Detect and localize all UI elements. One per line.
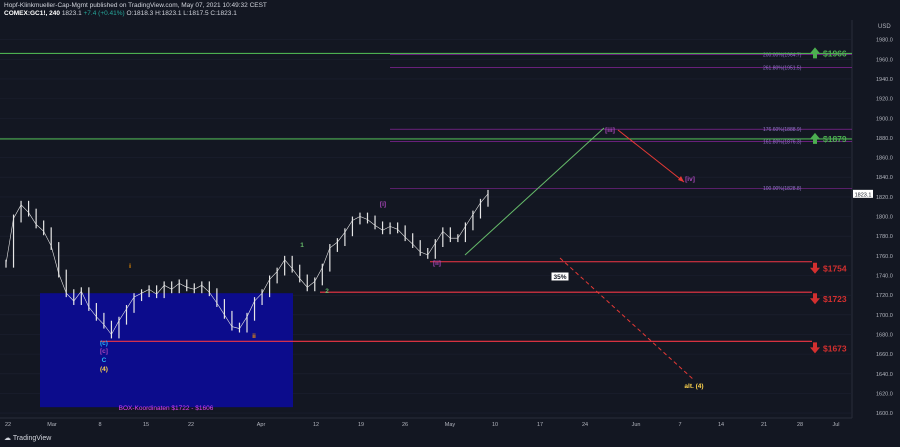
last-price: 1823.1 bbox=[61, 10, 82, 17]
logo-text: TradingView bbox=[12, 435, 52, 442]
y-tick-label: 1820.0 bbox=[876, 195, 893, 201]
projection-up-line bbox=[464, 127, 605, 256]
wave-label: 2 bbox=[325, 288, 329, 295]
y-tick-label: 1900.0 bbox=[876, 116, 893, 122]
x-tick-label: May bbox=[445, 422, 456, 428]
y-axis-unit: USD bbox=[878, 24, 891, 30]
wave-label: [i] bbox=[380, 201, 386, 208]
x-tick-label: Apr bbox=[257, 422, 266, 428]
x-tick-label: 17 bbox=[537, 422, 543, 428]
logo-icon: ☁ bbox=[4, 435, 11, 442]
y-tick-label: 1960.0 bbox=[876, 57, 893, 63]
level-price-label: $1879 bbox=[823, 134, 847, 144]
symbol[interactable]: COMEX:GC1!, 240 bbox=[4, 10, 60, 17]
x-tick-label: 22 bbox=[5, 422, 11, 428]
y-tick-label: 1800.0 bbox=[876, 215, 893, 221]
y-tick-label: 1760.0 bbox=[876, 254, 893, 260]
wave-label: [iv] bbox=[685, 176, 695, 183]
level-price-label: $1966 bbox=[823, 48, 847, 58]
box-label: BOX-Koordinaten $1722 - $1606 bbox=[119, 405, 214, 412]
annotation-box bbox=[550, 271, 570, 282]
ohlc-close: C:1823.1 bbox=[210, 10, 237, 17]
annotation-label: 35% bbox=[553, 274, 566, 281]
y-tick-label: 1640.0 bbox=[876, 372, 893, 378]
x-tick-label: 19 bbox=[358, 422, 364, 428]
y-tick-label: 1780.0 bbox=[876, 234, 893, 240]
x-tick-label: Jul bbox=[832, 422, 839, 428]
last-price-tag-label: 1823.1 bbox=[855, 192, 872, 198]
wave-label: C bbox=[102, 357, 107, 364]
wave-label: [ii] bbox=[433, 260, 441, 267]
fib-level-label: 200.00%(1964.7) bbox=[763, 53, 802, 59]
y-tick-label: 1660.0 bbox=[876, 352, 893, 358]
y-tick-label: 1720.0 bbox=[876, 293, 893, 299]
y-tick-label: 1740.0 bbox=[876, 274, 893, 280]
arrow-down-icon bbox=[810, 293, 820, 305]
arrow-down-icon bbox=[810, 342, 820, 354]
y-tick-label: 1680.0 bbox=[876, 332, 893, 338]
projection-down-line bbox=[617, 129, 685, 183]
x-tick-label: 8 bbox=[98, 422, 101, 428]
wave-label: [c] bbox=[100, 348, 108, 355]
x-tick-label: Mar bbox=[47, 422, 57, 428]
ohlc-low: L:1817.5 bbox=[183, 10, 209, 17]
wave-label: i bbox=[129, 263, 131, 270]
symbol-line: COMEX:GC1!, 240 1823.1 +7.4 (+0.41%) O:1… bbox=[4, 10, 237, 17]
x-tick-label: 22 bbox=[188, 422, 194, 428]
x-tick-label: 7 bbox=[678, 422, 681, 428]
box-zone bbox=[40, 293, 293, 408]
wave-label: alt. (4) bbox=[684, 383, 703, 390]
fib-level-label: 176.60%(1888.9) bbox=[763, 127, 802, 133]
tradingview-logo[interactable]: ☁ TradingView bbox=[4, 434, 51, 442]
publisher-line: Hopf-Klinkmueller-Cap-Mgmt published on … bbox=[4, 2, 267, 9]
x-tick-label: 21 bbox=[761, 422, 767, 428]
y-tick-label: 1860.0 bbox=[876, 156, 893, 162]
y-tick-label: 1880.0 bbox=[876, 136, 893, 142]
y-tick-label: 1620.0 bbox=[876, 391, 893, 397]
arrow-head-icon bbox=[678, 176, 684, 182]
y-tick-label: 1920.0 bbox=[876, 97, 893, 103]
fib-level-label: 261.80%(1951.5) bbox=[763, 66, 802, 72]
ohlc-high: H:1823.1 bbox=[155, 10, 182, 17]
last-price-tag bbox=[853, 189, 873, 198]
y-tick-label: 1840.0 bbox=[876, 175, 893, 181]
arrow-up-icon bbox=[810, 132, 820, 144]
x-tick-label: 28 bbox=[797, 422, 803, 428]
y-tick-label: 1700.0 bbox=[876, 313, 893, 319]
change: +7.4 (+0.41%) bbox=[83, 10, 125, 17]
wave-label: (4) bbox=[100, 366, 108, 373]
x-tick-label: 24 bbox=[582, 422, 588, 428]
wave-label: [iii] bbox=[605, 127, 615, 134]
x-tick-label: 15 bbox=[143, 422, 149, 428]
level-price-label: $1723 bbox=[823, 294, 847, 304]
level-price-label: $1754 bbox=[823, 264, 847, 274]
x-tick-label: 12 bbox=[313, 422, 319, 428]
arrow-down-icon bbox=[810, 262, 820, 274]
alt-projection-line bbox=[559, 257, 695, 381]
price-line bbox=[5, 193, 489, 336]
x-tick-label: 26 bbox=[402, 422, 408, 428]
arrow-up-icon bbox=[810, 47, 820, 59]
fib-level-label: 100.00%(1828.8) bbox=[763, 186, 802, 192]
y-tick-label: 1940.0 bbox=[876, 77, 893, 83]
wave-label: (c) bbox=[100, 340, 108, 347]
y-tick-label: 1980.0 bbox=[876, 38, 893, 44]
x-tick-label: 14 bbox=[718, 422, 724, 428]
ohlc-open: O:1818.3 bbox=[126, 10, 154, 17]
wave-label: ii bbox=[252, 333, 256, 340]
y-tick-label: 1600.0 bbox=[876, 411, 893, 417]
fib-level-label: 161.80%(1876.3) bbox=[763, 140, 802, 146]
x-tick-label: Jun bbox=[632, 422, 641, 428]
wave-label: 1 bbox=[300, 242, 304, 249]
x-tick-label: 10 bbox=[492, 422, 498, 428]
level-price-label: $1673 bbox=[823, 343, 847, 353]
